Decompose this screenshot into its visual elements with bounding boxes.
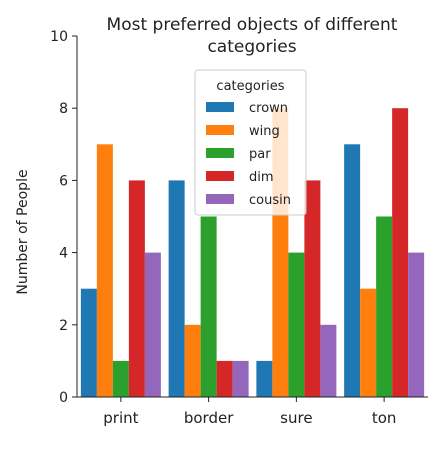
x-tick-label: print <box>103 409 138 427</box>
legend-title: categories <box>216 79 284 94</box>
chart-title-line-2: categories <box>207 37 296 57</box>
y-tick-label: 2 <box>59 318 68 334</box>
bar-dim-sure <box>304 180 321 397</box>
y-tick-label: 6 <box>59 173 68 189</box>
bar-cousin-ton <box>408 252 425 397</box>
bar-wing-border <box>184 324 201 397</box>
bar-par-print <box>112 360 129 397</box>
y-tick-label: 4 <box>59 246 68 262</box>
legend-swatch-wing <box>206 125 234 135</box>
x-tick-label: sure <box>280 409 312 427</box>
legend: categories crown wing par dim cousin <box>194 69 307 216</box>
chart-title-line-1: Most preferred objects of different <box>107 15 398 35</box>
x-tick-label: ton <box>372 409 397 427</box>
legend-entry-cousin: cousin <box>249 193 291 208</box>
legend-swatch-crown <box>206 102 234 112</box>
bar-cousin-sure <box>320 324 337 397</box>
bar-par-ton <box>376 216 393 397</box>
x-tick-label: border <box>184 409 234 427</box>
legend-swatch-par <box>206 148 234 158</box>
bar-wing-ton <box>360 288 377 397</box>
y-axis-label: Number of People <box>15 169 31 294</box>
bar-dim-ton <box>392 108 409 397</box>
legend-entry-crown: crown <box>249 101 288 116</box>
bar-par-border <box>200 216 217 397</box>
bar-cousin-print <box>144 252 161 397</box>
bar-dim-border <box>216 360 233 397</box>
bar-par-sure <box>288 252 305 397</box>
bar-wing-print <box>96 144 113 397</box>
y-tick-label: 0 <box>59 390 68 406</box>
bar-crown-print <box>80 288 97 397</box>
bar-cousin-border <box>232 360 249 397</box>
plot-area: 0 2 4 6 8 10 print border sure ton <box>50 29 428 427</box>
y-tick-label: 8 <box>59 101 68 117</box>
y-tick-label: 10 <box>50 29 68 45</box>
legend-entry-wing: wing <box>249 124 280 139</box>
bar-crown-border <box>168 180 185 397</box>
bar-crown-sure <box>256 360 273 397</box>
legend-entry-dim: dim <box>249 170 274 185</box>
legend-entry-par: par <box>249 147 271 162</box>
legend-swatch-cousin <box>206 194 234 204</box>
bar-crown-ton <box>344 144 361 397</box>
legend-swatch-dim <box>206 171 234 181</box>
bar-dim-print <box>128 180 145 397</box>
